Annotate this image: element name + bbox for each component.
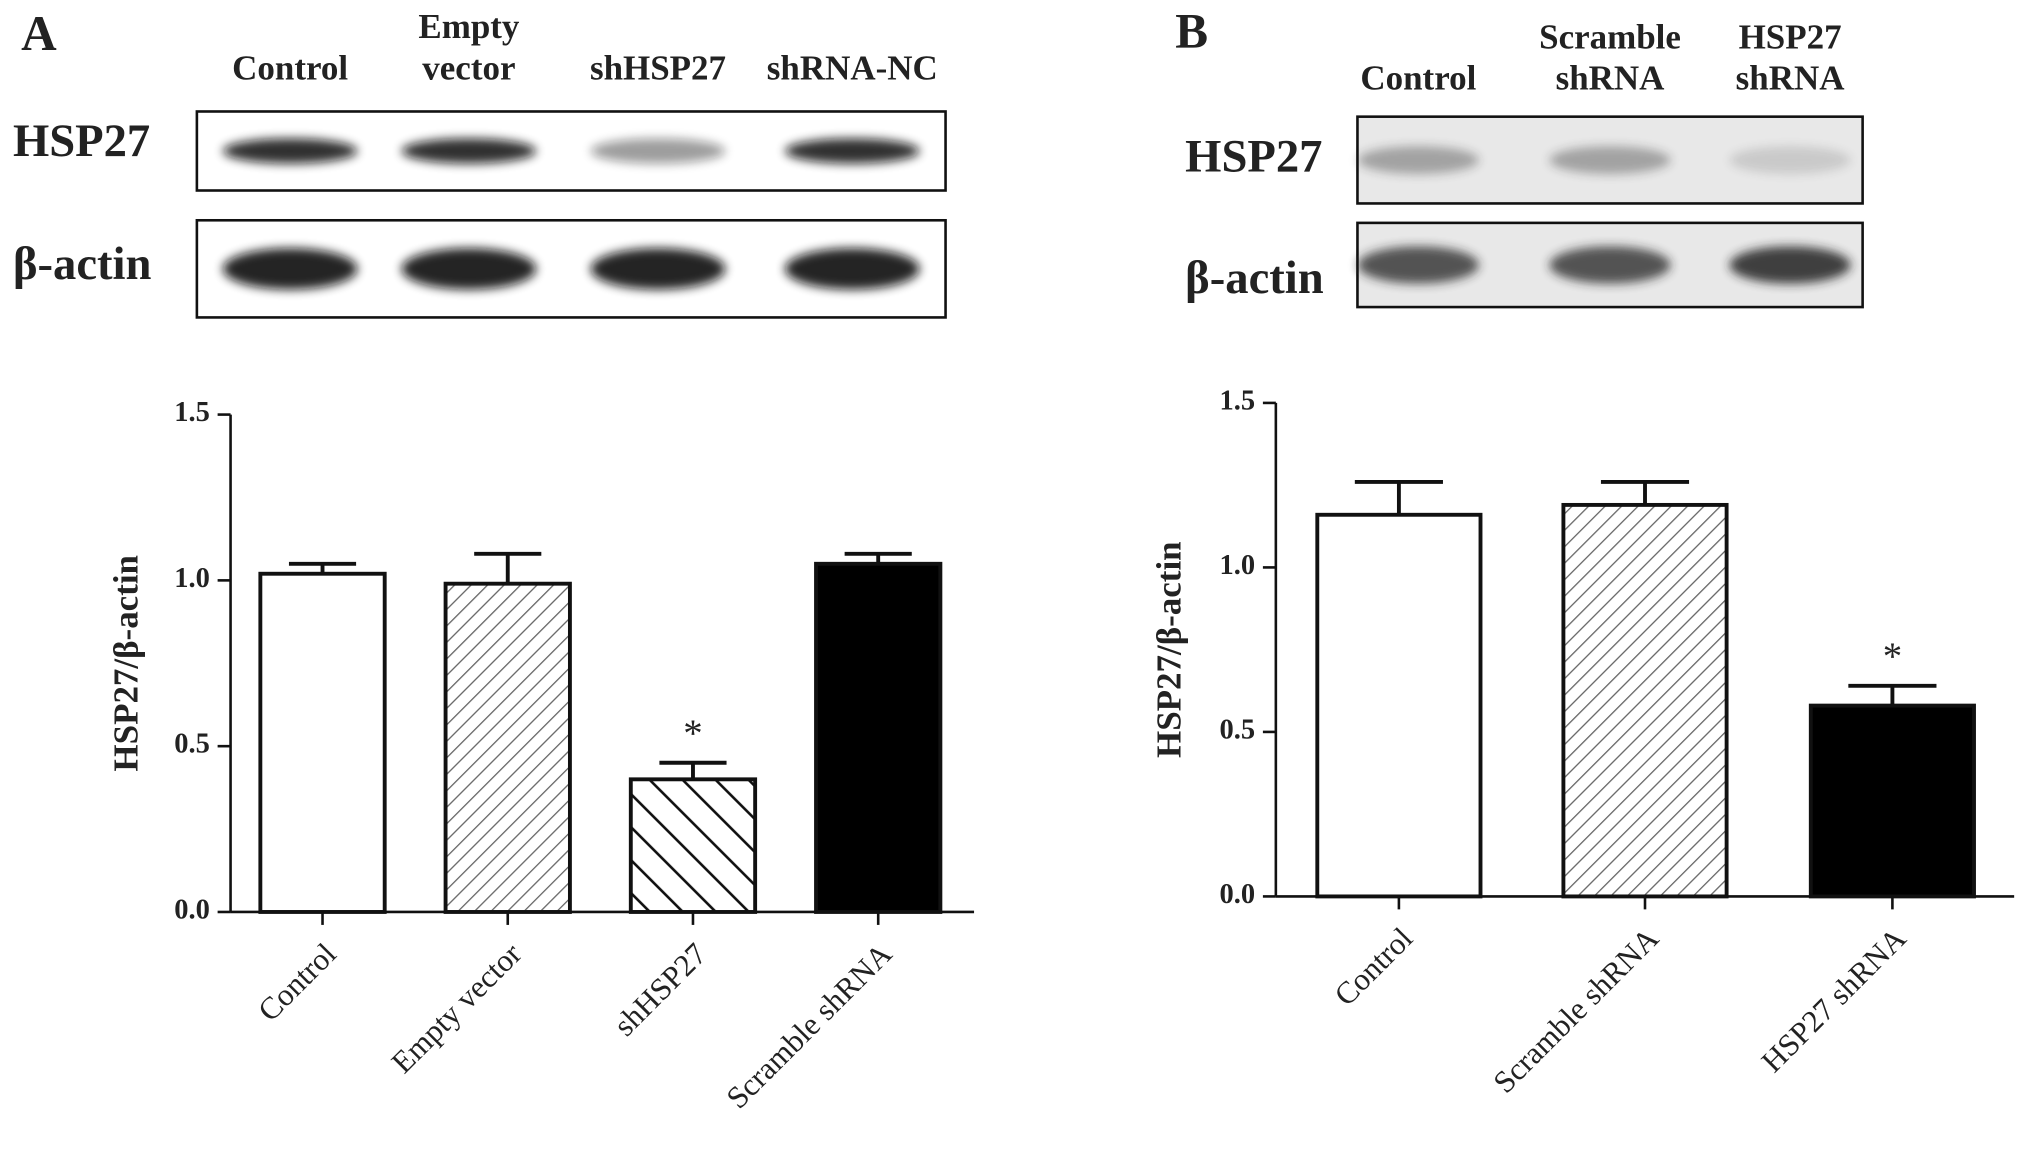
x-tick-label: HSP27 shRNA: [1754, 920, 1913, 1079]
lane-label: Scramble: [1539, 17, 1681, 56]
significance-mark: *: [683, 712, 702, 755]
bar: [258, 571, 387, 914]
panel-label: A: [21, 6, 57, 61]
x-tick-label: shHSP27: [607, 936, 714, 1043]
blot-band: [1729, 246, 1851, 284]
lane-label: Control: [1360, 59, 1476, 98]
lane-label: HSP27: [1739, 17, 1842, 56]
x-tick-label: Scramble shRNA: [1486, 920, 1666, 1100]
lane-label: Control: [232, 48, 348, 87]
bar: [1808, 703, 1976, 899]
y-tick-label: 0.5: [174, 729, 210, 760]
blot-band: [784, 138, 920, 164]
lane-label: shRNA-NC: [767, 48, 938, 87]
blot-row-label: β-actin: [13, 238, 152, 290]
blot-row-label: HSP27: [13, 115, 150, 167]
lane-label: shRNA: [1736, 59, 1845, 98]
bar: [443, 581, 572, 914]
lane-label: vector: [422, 48, 515, 87]
blot-band: [1357, 246, 1479, 284]
blot-band: [1357, 146, 1479, 174]
y-tick-label: 0.5: [1220, 714, 1256, 745]
blot-band: [784, 248, 920, 290]
blot-band: [222, 138, 358, 164]
y-tick-label: 1.5: [1220, 385, 1256, 416]
blot-band: [401, 138, 537, 164]
blot-band: [401, 248, 537, 290]
blot-row-label: β-actin: [1185, 252, 1324, 304]
x-tick-label: Control: [251, 936, 343, 1028]
bar: [1315, 512, 1483, 899]
lane-label: shRNA: [1556, 59, 1665, 98]
x-tick-label: Scramble shRNA: [719, 936, 899, 1116]
significance-mark: *: [1883, 635, 1902, 678]
lane-label: shHSP27: [590, 48, 726, 87]
blot-band: [590, 248, 726, 290]
y-tick-label: 1.0: [1220, 550, 1256, 581]
y-axis-label: HSP27/β-actin: [1149, 541, 1188, 758]
blot-row-label: HSP27: [1185, 130, 1322, 182]
y-tick-label: 1.0: [174, 563, 210, 594]
y-tick-label: 1.5: [174, 397, 210, 428]
bar: [1561, 502, 1729, 899]
lane-label: Empty: [418, 7, 520, 46]
blot-band: [1549, 146, 1671, 174]
y-axis-label: HSP27/β-actin: [107, 555, 146, 772]
x-tick-label: Empty vector: [384, 936, 528, 1080]
blot-band: [1729, 146, 1851, 174]
y-tick-label: 0.0: [1220, 879, 1256, 910]
bar: [814, 561, 943, 914]
blot-band: [1549, 246, 1671, 284]
x-tick-label: Control: [1327, 920, 1419, 1012]
blot-band: [590, 138, 726, 164]
blot-band: [222, 248, 358, 290]
y-tick-label: 0.0: [174, 894, 210, 925]
panel-label: B: [1175, 4, 1208, 59]
bar: [628, 777, 758, 914]
